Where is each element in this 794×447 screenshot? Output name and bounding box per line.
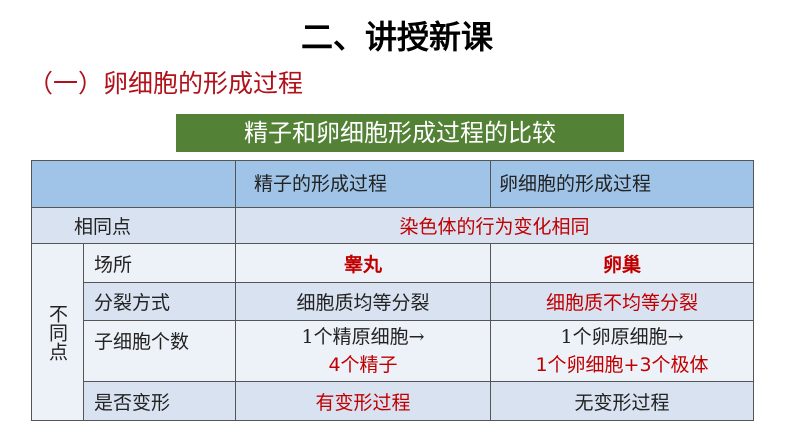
row-sperm: 有变形过程 [235, 381, 491, 421]
sperm-count-line2: 4个精子 [328, 354, 398, 376]
sperm-count-line1: 1个精原细胞→ [301, 326, 425, 348]
row-label: 场所 [83, 243, 236, 283]
row-egg: 卵巢 [490, 243, 754, 283]
page-title: 二、讲授新课 [300, 18, 493, 56]
diff-label: 不同点 [31, 243, 84, 421]
row-label: 分裂方式 [83, 282, 236, 321]
row-egg: 1个卵原细胞→ 1个卵细胞+3个极体 [490, 320, 754, 382]
row-label: 是否变形 [83, 381, 236, 421]
header-sperm: 精子的形成过程 [235, 160, 491, 208]
header-empty-cell [31, 160, 236, 208]
egg-count-line1: 1个卵原细胞→ [560, 326, 684, 348]
same-value: 染色体的行为变化相同 [235, 207, 754, 244]
table-title-banner: 精子和卵细胞形成过程的比较 [176, 114, 624, 152]
row-label: 子细胞个数 [83, 320, 236, 382]
section-subtitle: （一）卵细胞的形成过程 [28, 69, 304, 98]
same-label: 相同点 [31, 207, 236, 244]
row-sperm: 细胞质均等分裂 [235, 282, 491, 321]
egg-count-line2: 1个卵细胞+3个极体 [535, 354, 709, 376]
row-sperm: 1个精原细胞→ 4个精子 [235, 320, 491, 382]
row-sperm: 睾丸 [235, 243, 491, 283]
row-egg: 无变形过程 [490, 381, 754, 421]
row-egg: 细胞质不均等分裂 [490, 282, 754, 321]
header-egg: 卵细胞的形成过程 [490, 160, 754, 208]
